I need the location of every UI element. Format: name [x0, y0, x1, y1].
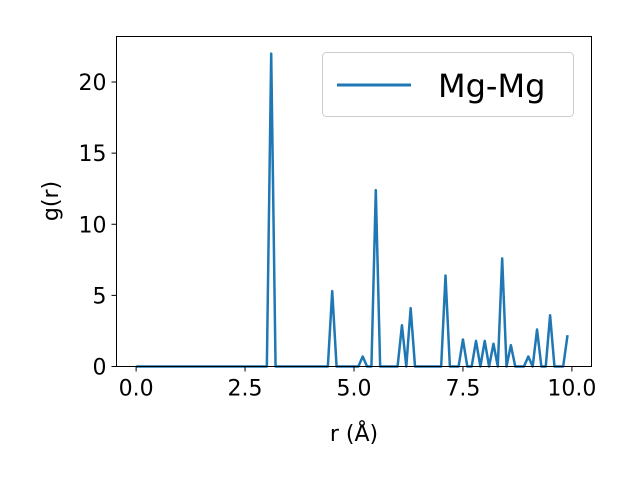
y-tick-label: 10 — [79, 213, 107, 238]
x-tick-label: 7.5 — [445, 377, 480, 402]
x-tick-label: 10.0 — [547, 377, 596, 402]
y-tick-label: 20 — [79, 71, 107, 96]
legend: Mg-Mg — [322, 52, 574, 117]
x-axis: 0.0 2.5 5.0 7.5 10.0 — [119, 366, 596, 402]
x-tick-label: 0.0 — [119, 377, 154, 402]
y-tick-label: 15 — [79, 142, 107, 167]
y-tick-label: 0 — [93, 356, 107, 381]
legend-label-mg-mg: Mg-Mg — [438, 67, 545, 105]
legend-box — [322, 52, 574, 117]
y-axis: 0 5 10 15 20 — [79, 71, 117, 381]
x-tick-label: 5.0 — [337, 377, 372, 402]
x-axis-label: r (Å) — [330, 420, 378, 447]
y-axis-label: g(r) — [39, 181, 64, 221]
x-tick-label: 2.5 — [228, 377, 263, 402]
y-tick-label: 5 — [93, 284, 107, 309]
